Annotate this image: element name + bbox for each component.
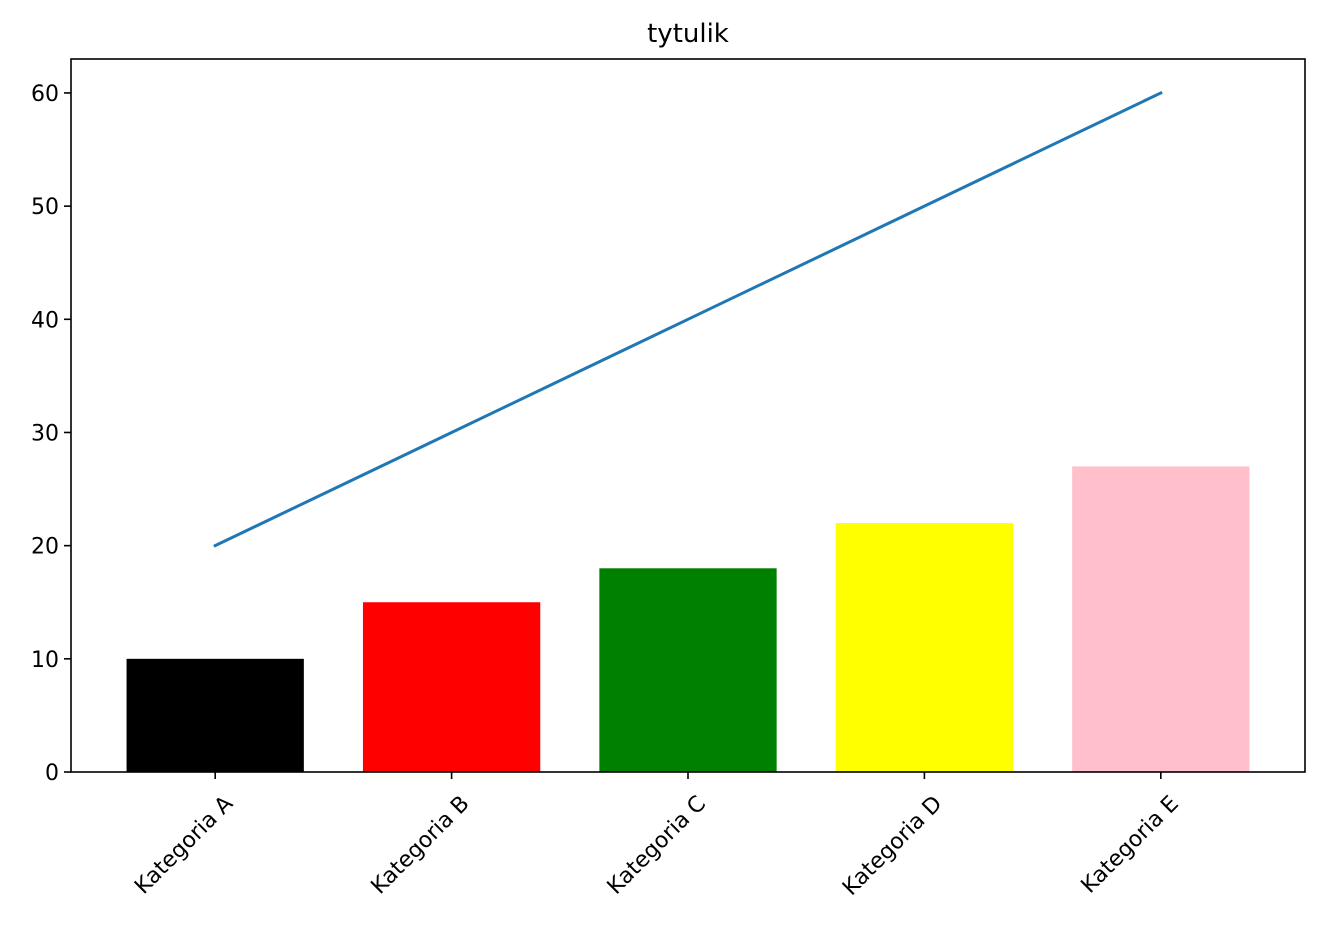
y-tick-label-20: 20 [31,535,59,560]
y-tick-label-0: 0 [45,761,59,786]
line-series [213,90,1163,548]
y-tick-label-10: 10 [31,648,59,673]
bar-4 [835,523,1014,772]
plot-area [126,90,1250,772]
x-tick-label-1: Kategoria A [130,791,238,899]
x-tick-label-2: Kategoria B [367,791,475,899]
y-tick-label-60: 60 [31,82,59,107]
bar-5 [1072,466,1250,772]
y-tick-label-30: 30 [31,421,59,446]
y-tick-label-40: 40 [31,308,59,333]
chart-title: tytulik [647,19,729,49]
x-tick-label-3: Kategoria C [603,791,711,899]
y-tick-label-50: 50 [31,195,59,220]
x-tick-label-5: Kategoria E [1077,791,1184,898]
bar-2 [362,602,541,772]
bar-3 [599,568,777,772]
bar-1 [126,658,304,772]
x-tick-label-4: Kategoria D [838,791,947,900]
axes: 0 10 20 30 40 50 60 Kategoria A Kategoria B Kateg… [31,82,1184,901]
